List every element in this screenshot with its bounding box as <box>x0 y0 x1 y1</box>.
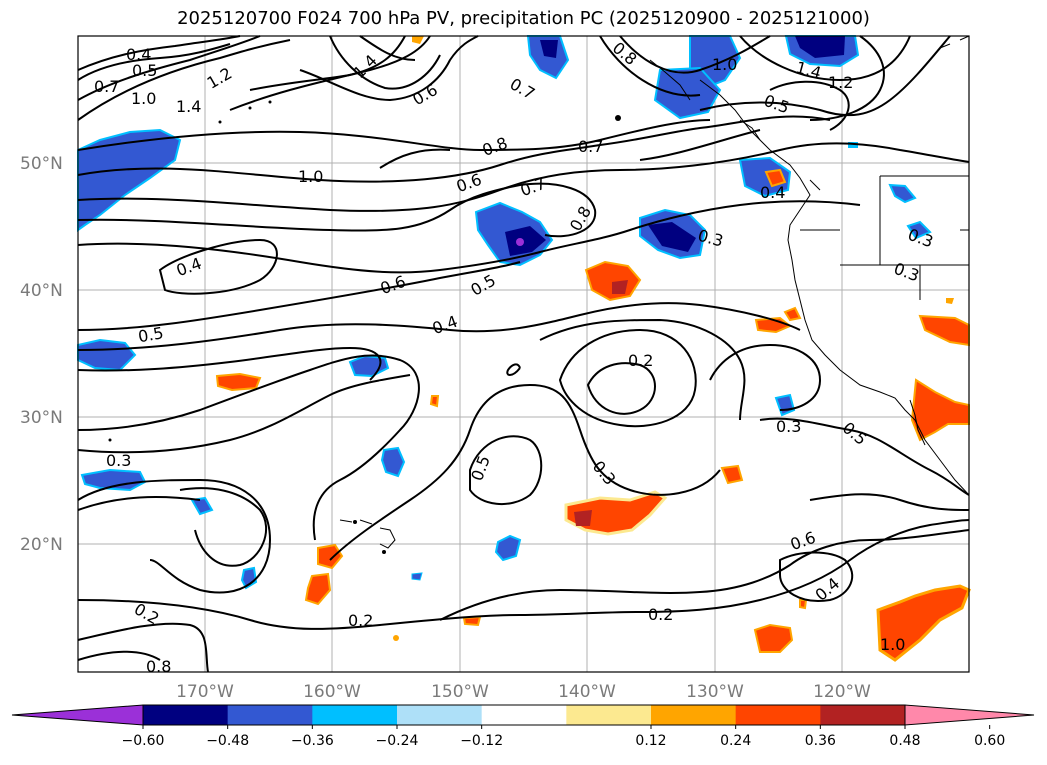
colorbar-tick-label: −0.24 <box>376 733 419 749</box>
colorbar-tick-label: −0.12 <box>460 733 503 749</box>
contour-label: 0.3 <box>776 417 801 436</box>
colorbar-tick-label: −0.48 <box>206 733 249 749</box>
contour-label: 0.2 <box>628 351 653 370</box>
contour-label: 1.4 <box>176 97 201 116</box>
colorbar-segment <box>481 705 567 725</box>
colorbar-segment <box>566 705 652 725</box>
lon-label: 170°W <box>176 682 234 702</box>
contour-label: 1.0 <box>131 89 156 108</box>
contour-label: 0.8 <box>146 657 171 676</box>
lon-label: 150°W <box>431 682 489 702</box>
lon-label: 120°W <box>813 682 871 702</box>
contour-label: 0.7 <box>578 137 603 156</box>
contour-label: 1.0 <box>880 635 905 654</box>
islands <box>108 100 621 554</box>
colorbar-segment <box>651 705 737 725</box>
lat-label: 50°N <box>20 154 63 174</box>
contour-label: 0.4 <box>126 45 151 64</box>
longitude-labels: 170°W 160°W 150°W 140°W 130°W 120°W <box>176 682 871 702</box>
colorbar-segment <box>735 705 821 725</box>
contour-label: 0.5 <box>132 61 157 80</box>
colorbar-outline <box>142 704 906 726</box>
lat-label: 30°N <box>20 408 63 428</box>
map-title: 2025120700 F024 700 hPa PV, precipitatio… <box>177 8 870 29</box>
colorbar-extend-low <box>12 705 143 725</box>
contour-label: 0.2 <box>648 605 673 624</box>
lon-label: 140°W <box>558 682 616 702</box>
colorbar-tick-label: −0.60 <box>122 733 165 749</box>
colorbar-tick-label: 0.48 <box>889 733 920 749</box>
lat-label: 40°N <box>20 281 63 301</box>
colorbar: −0.60 −0.48 −0.36 −0.24 −0.12 0.12 0.24 0.36 0.4… <box>11 704 1035 749</box>
contour-label: 1.0 <box>298 167 323 186</box>
contour-label: 1.0 <box>712 55 737 74</box>
colorbar-tick-label: 0.60 <box>974 733 1005 749</box>
coastlines <box>339 35 970 549</box>
colorbar-segment <box>820 705 906 725</box>
colorbar-tick-label: −0.36 <box>291 733 334 749</box>
lon-label: 160°W <box>303 682 361 702</box>
positive-precip-patches <box>215 36 971 662</box>
contour-label: 0.4 <box>760 183 785 202</box>
colorbar-tick-label: 0.12 <box>635 733 666 749</box>
contour-label: 0.3 <box>106 451 131 470</box>
latitude-labels: 50°N 40°N 30°N 20°N <box>20 154 63 555</box>
colorbar-segments <box>12 705 1034 725</box>
colorbar-extend-high <box>905 705 1034 725</box>
pv-contours <box>77 35 970 673</box>
colorbar-ticks: −0.60 −0.48 −0.36 −0.24 −0.12 0.12 0.24 0.36 0.4… <box>122 725 1005 749</box>
contour-label: 0.5 <box>137 323 165 346</box>
contour-label: 0.7 <box>94 77 119 96</box>
contour-label: 1.2 <box>828 73 853 92</box>
lat-label: 20°N <box>20 535 63 555</box>
colorbar-segment <box>227 705 313 725</box>
colorbar-segment <box>397 705 483 725</box>
colorbar-segment <box>143 705 229 725</box>
map-background <box>78 36 969 672</box>
lon-label: 130°W <box>686 682 744 702</box>
colorbar-tick-label: 0.36 <box>805 733 836 749</box>
map-frame <box>77 35 970 673</box>
colorbar-tick-label: 0.24 <box>720 733 751 749</box>
colorbar-segment <box>312 705 398 725</box>
contour-label: 0.2 <box>348 611 373 630</box>
